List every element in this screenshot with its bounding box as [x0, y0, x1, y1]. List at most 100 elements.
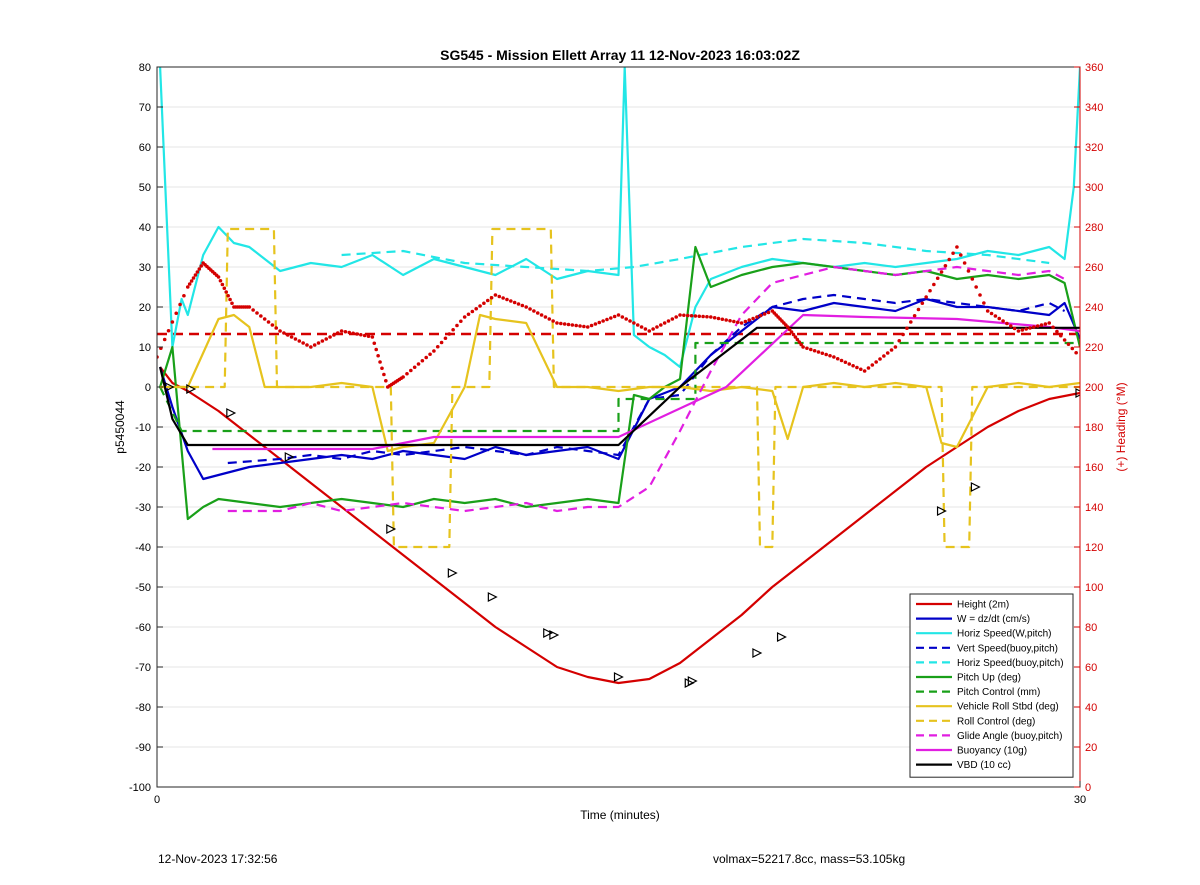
height-marker [226, 408, 237, 418]
heading-point [535, 311, 540, 315]
heading-point [787, 327, 792, 332]
heading-point [293, 337, 298, 341]
heading-point [935, 276, 940, 281]
legend-entry-label: Horiz Speed(W,pitch) [957, 629, 1051, 640]
heading-point [678, 313, 682, 317]
heading-point [1016, 329, 1021, 333]
heading-point [443, 336, 448, 341]
heading-point [405, 371, 409, 376]
heading-point [805, 346, 809, 351]
series-roll-control-deg-line [160, 227, 1080, 549]
y2-tick-label: 180 [1085, 422, 1103, 434]
legend-entry-label: Vert Speed(buoy,pitch) [957, 643, 1058, 654]
heading-point [612, 314, 617, 319]
heading-point [247, 305, 252, 309]
heading-point [997, 316, 1002, 321]
heading-point [795, 337, 800, 342]
heading-point [897, 338, 902, 343]
heading-point [939, 270, 944, 274]
y-tick-label: -40 [135, 542, 151, 554]
heading-point [732, 319, 736, 324]
heading-point [862, 369, 867, 373]
heading-point [420, 358, 425, 363]
heading-point [474, 306, 479, 311]
heading-point [255, 311, 259, 315]
heading-point [324, 337, 329, 341]
y-tick-label: 0 [145, 382, 151, 394]
heading-point [893, 345, 898, 349]
y-tick-label: -60 [135, 622, 151, 634]
heading-point [251, 308, 255, 312]
heading-point [847, 362, 852, 366]
heading-point [920, 301, 925, 306]
y-tick-label: -30 [135, 502, 151, 514]
height-marker [936, 506, 947, 516]
heading-point [697, 314, 702, 319]
heading-point [266, 320, 271, 324]
heading-point [520, 303, 525, 308]
y-tick-label: 80 [139, 62, 151, 74]
heading-point [259, 314, 263, 318]
heading-point [705, 314, 709, 319]
heading-point [832, 355, 836, 359]
heading-point [539, 313, 544, 317]
y2-tick-label: 300 [1085, 182, 1103, 194]
heading-point [601, 319, 605, 323]
heading-point [932, 282, 936, 287]
heading-point [162, 337, 167, 342]
footer-timestamp: 12-Nov-2023 17:32:56 [158, 852, 278, 866]
y2-tick-label: 160 [1085, 462, 1103, 474]
heading-point [218, 278, 223, 283]
legend-entry-label: Pitch Up (deg) [957, 673, 1021, 684]
heading-point [597, 320, 602, 325]
heading-point [728, 318, 732, 323]
heading-point [166, 328, 171, 333]
y-tick-label: 70 [139, 102, 151, 114]
heading-point [1024, 327, 1028, 331]
heading-point [1062, 338, 1067, 342]
heading-point [628, 319, 632, 323]
heading-point [762, 312, 767, 316]
legend-entry-label: Vehicle Roll Stbd (deg) [957, 702, 1059, 713]
heading-point [416, 362, 421, 366]
heading-point [616, 313, 621, 317]
heading-point [451, 327, 455, 332]
heading-point [489, 295, 494, 300]
heading-point [943, 263, 948, 268]
heading-point [482, 301, 486, 306]
heading-point [347, 330, 352, 335]
heading-point [516, 302, 521, 306]
heading-point [372, 341, 377, 346]
legend: Height (2m) W = dz/dt (cm/s) Horiz Speed(W… [909, 593, 1074, 778]
heading-point [970, 277, 975, 281]
heading-point [262, 317, 267, 321]
plot-area [157, 67, 1080, 688]
heading-point [978, 293, 982, 297]
heading-point [1039, 323, 1044, 327]
heading-point [1035, 324, 1040, 328]
heading-point [578, 324, 582, 328]
heading-point [320, 339, 325, 343]
heading-point [1066, 342, 1071, 347]
series-glide-angle-buoy-pitch-line [227, 265, 1066, 513]
heading-point [851, 363, 855, 368]
heading-point [659, 323, 663, 327]
y2-tick-label: 140 [1085, 502, 1103, 514]
heading-point [955, 245, 959, 249]
y-axis-label: p5450044 [113, 400, 127, 454]
y2-tick-label: 240 [1085, 302, 1103, 314]
heading-point [951, 251, 955, 256]
heading-point [766, 310, 771, 315]
heading-point [878, 357, 882, 361]
heading-point [828, 353, 832, 358]
y-tick-label: 40 [139, 222, 151, 234]
heading-point [362, 333, 367, 338]
heading-point [566, 322, 571, 327]
x-axis-label: Time (minutes) [580, 808, 660, 822]
heading-point [384, 378, 388, 383]
heading-point [328, 335, 332, 339]
heading-point [435, 344, 440, 349]
heading-point [962, 261, 967, 265]
heading-point [187, 282, 192, 286]
heading-point [274, 326, 279, 330]
